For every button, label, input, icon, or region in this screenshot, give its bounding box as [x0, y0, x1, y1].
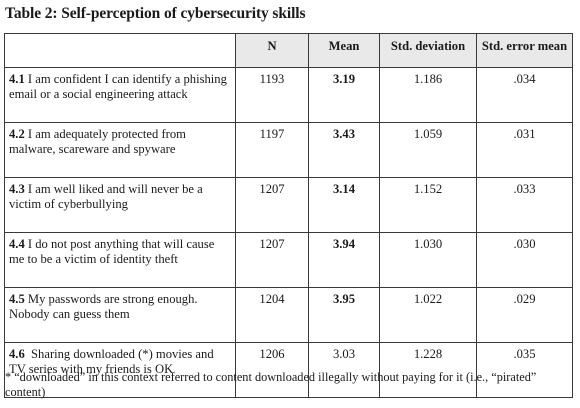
- statement-cell: 4.5 My passwords are strong enough. Nobo…: [4, 287, 236, 343]
- header-cell-blank: [4, 33, 236, 68]
- header-cell-n: N: [235, 33, 309, 68]
- std-error-mean-cell: .034: [476, 67, 573, 123]
- std-error-mean-cell: .033: [476, 177, 573, 233]
- item-text: My passwords are strong enough. Nobody c…: [9, 292, 201, 321]
- table-body: 4.1 I am confident I can identify a phis…: [4, 67, 573, 398]
- item-text: I am confident I can identify a phishing…: [9, 72, 231, 101]
- n-cell: 1197: [235, 122, 309, 178]
- table-row: 4.4 I do not post anything that will cau…: [4, 232, 573, 288]
- item-text: I am adequately protected from malware, …: [9, 127, 190, 156]
- mean-cell: 3.94: [308, 232, 380, 288]
- item-code: 4.6: [9, 347, 25, 361]
- std-error-mean-cell: .031: [476, 122, 573, 178]
- std-deviation-cell: 1.022: [379, 287, 477, 343]
- std-deviation-cell: 1.228: [379, 342, 477, 398]
- statement-cell: 4.6 Sharing downloaded (*) movies and TV…: [4, 342, 236, 398]
- mean-cell: 3.03: [308, 342, 380, 398]
- header-cell-std-deviation: Std. deviation: [379, 33, 477, 68]
- item-code: 4.2: [9, 127, 25, 141]
- table-row: 4.1 I am confident I can identify a phis…: [4, 67, 573, 123]
- n-cell: 1207: [235, 232, 309, 288]
- item-text: I am well liked and will never be a vict…: [9, 182, 206, 211]
- table-row: 4.2 I am adequately protected from malwa…: [4, 122, 573, 178]
- item-code: 4.3: [9, 182, 25, 196]
- statement-cell: 4.1 I am confident I can identify a phis…: [4, 67, 236, 123]
- std-error-mean-cell: .030: [476, 232, 573, 288]
- table-title: Table 2: Self-perception of cybersecurit…: [5, 5, 306, 22]
- n-cell: 1193: [235, 67, 309, 123]
- item-code: 4.1: [9, 72, 25, 86]
- std-error-mean-cell: .035: [476, 342, 573, 398]
- statistics-table: N Mean Std. deviation Std. error mean 4.…: [4, 33, 573, 398]
- item-code: 4.4: [9, 237, 25, 251]
- mean-cell: 3.95: [308, 287, 380, 343]
- footnote: * “downloaded” in this context referred …: [5, 370, 537, 399]
- statement-cell: 4.3 I am well liked and will never be a …: [4, 177, 236, 233]
- table-row: 4.3 I am well liked and will never be a …: [4, 177, 573, 233]
- statement-cell: 4.2 I am adequately protected from malwa…: [4, 122, 236, 178]
- mean-cell: 3.19: [308, 67, 380, 123]
- table-row: 4.5 My passwords are strong enough. Nobo…: [4, 287, 573, 343]
- header-cell-std-error-mean: Std. error mean: [476, 33, 573, 68]
- table-row: 4.6 Sharing downloaded (*) movies and TV…: [4, 342, 573, 398]
- header-row: N Mean Std. deviation Std. error mean: [4, 33, 573, 68]
- mean-cell: 3.43: [308, 122, 380, 178]
- std-deviation-cell: 1.030: [379, 232, 477, 288]
- std-error-mean-cell: .029: [476, 287, 573, 343]
- std-deviation-cell: 1.059: [379, 122, 477, 178]
- mean-cell: 3.14: [308, 177, 380, 233]
- n-cell: 1206: [235, 342, 309, 398]
- item-code: 4.5: [9, 292, 25, 306]
- std-deviation-cell: 1.186: [379, 67, 477, 123]
- n-cell: 1204: [235, 287, 309, 343]
- item-text: Sharing downloaded (*) movies and TV ser…: [9, 347, 217, 376]
- n-cell: 1207: [235, 177, 309, 233]
- header-cell-mean: Mean: [308, 33, 380, 68]
- statement-cell: 4.4 I do not post anything that will cau…: [4, 232, 236, 288]
- item-text: I do not post anything that will cause m…: [9, 237, 218, 266]
- std-deviation-cell: 1.152: [379, 177, 477, 233]
